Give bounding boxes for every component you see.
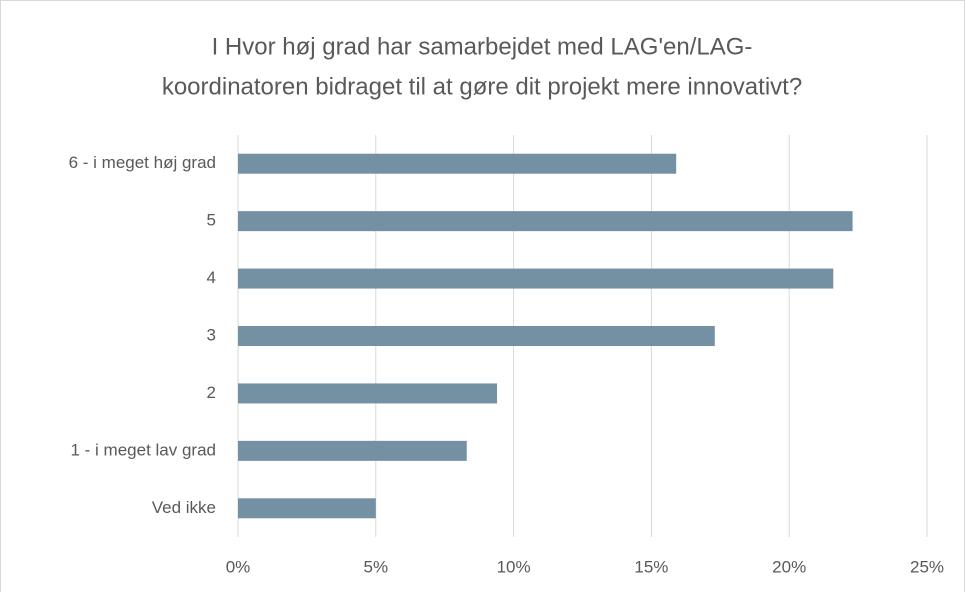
x-tick-label: 15%	[634, 557, 668, 576]
chart-title: I Hvor høj grad har samarbejdet med LAG'…	[212, 33, 753, 60]
y-tick-label: 1 - i meget lav grad	[70, 440, 216, 459]
bar	[238, 440, 467, 461]
bar	[238, 326, 715, 346]
bar	[238, 383, 498, 404]
x-tick-label: 20%	[772, 557, 806, 576]
x-tick-label: 25%	[910, 557, 944, 576]
y-tick-label: 2	[207, 383, 216, 402]
y-tick-label: 4	[207, 268, 216, 287]
bar	[238, 153, 677, 174]
y-tick-label: 6 - i meget høj grad	[69, 153, 216, 172]
x-tick-label: 0%	[226, 557, 251, 576]
y-tick-label: Ved ikke	[152, 498, 216, 517]
y-tick-label: 5	[207, 211, 216, 230]
bar	[238, 498, 376, 519]
chart-title: koordinatoren bidraget til at gøre dit p…	[162, 73, 802, 100]
bar	[238, 211, 853, 232]
y-tick-label: 3	[207, 325, 216, 344]
x-tick-label: 5%	[364, 557, 389, 576]
bar	[238, 268, 834, 289]
x-tick-label: 10%	[497, 557, 531, 576]
